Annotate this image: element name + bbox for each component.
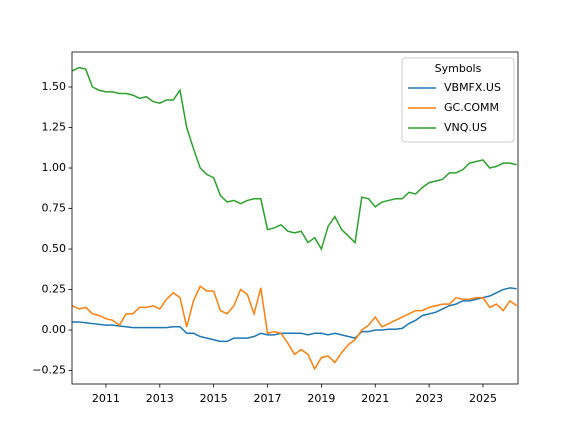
line-series (71, 66, 517, 251)
y-tick-label: 1.50 (42, 80, 67, 93)
x-tick-label: 2021 (361, 392, 389, 405)
legend-label: VNQ.US (444, 121, 487, 134)
y-tick-label: 1.25 (42, 121, 67, 134)
legend-label: VBMFX.US (444, 81, 501, 94)
line-series (71, 285, 518, 371)
y-tick-label: 1.00 (42, 161, 67, 174)
y-tick-label: 0.75 (42, 202, 67, 215)
y-tick-label: 0.00 (42, 323, 67, 336)
x-tick-label: 2025 (469, 392, 497, 405)
x-tick-label: 2015 (200, 392, 228, 405)
legend-title: Symbols (435, 62, 482, 75)
y-tick-label: −0.25 (32, 364, 66, 377)
x-tick-label: 2013 (146, 392, 174, 405)
x-tick-label: 2011 (92, 392, 120, 405)
legend-label: GC.COMM (444, 101, 499, 114)
x-tick-label: 2017 (254, 392, 282, 405)
y-tick-label: 0.50 (42, 242, 67, 255)
x-tick-label: 2023 (415, 392, 443, 405)
legend-box (401, 57, 515, 143)
x-tick-label: 2019 (307, 392, 335, 405)
y-tick-label: 0.25 (42, 283, 67, 296)
plot-frame (71, 51, 519, 385)
line-series (72, 287, 517, 343)
